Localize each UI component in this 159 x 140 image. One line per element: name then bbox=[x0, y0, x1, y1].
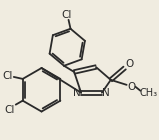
Text: O: O bbox=[125, 59, 134, 69]
Text: O: O bbox=[127, 82, 136, 92]
Text: N: N bbox=[102, 88, 110, 98]
Text: CH₃: CH₃ bbox=[139, 88, 157, 98]
Text: Cl: Cl bbox=[3, 71, 13, 81]
Text: N: N bbox=[73, 88, 81, 98]
Text: Cl: Cl bbox=[5, 105, 15, 115]
Text: Cl: Cl bbox=[61, 10, 72, 20]
